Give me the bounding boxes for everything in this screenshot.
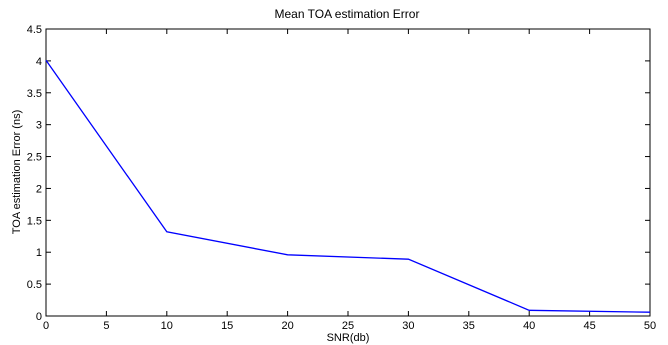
series-line <box>45 59 651 313</box>
y-axis-label: TOA estimation Error (ns) <box>11 110 23 235</box>
x-axis-label: SNR(db) <box>327 332 370 344</box>
y-tick-labels: 0 0.5 1 1.5 2 2.5 3 3.5 4 4.5 <box>27 24 42 323</box>
y-tick-label: 3 <box>36 120 42 132</box>
x-tick-label: 50 <box>644 320 656 332</box>
y-tick-label: 4 <box>36 56 42 68</box>
x-tick-label: 20 <box>281 320 293 332</box>
y-tick-label: 0.5 <box>27 279 42 291</box>
y-tick-label: 1.5 <box>27 215 42 227</box>
x-tick-label: 5 <box>103 320 109 332</box>
x-tick-labels: 0 5 10 15 20 25 30 35 40 45 50 <box>43 320 656 332</box>
x-tick-label: 30 <box>402 320 414 332</box>
y-tick-label: 2 <box>36 183 42 195</box>
axis-ticks <box>45 28 651 317</box>
x-tick-label: 40 <box>523 320 535 332</box>
chart-title: Mean TOA estimation Error <box>275 7 420 21</box>
y-tick-label: 0 <box>36 311 42 323</box>
x-tick-label: 15 <box>221 320 233 332</box>
y-tick-label: 4.5 <box>27 24 42 36</box>
x-tick-label: 10 <box>161 320 173 332</box>
y-tick-label: 3.5 <box>27 88 42 100</box>
plot-area-frame <box>45 28 651 317</box>
series-group <box>45 59 651 313</box>
x-tick-label: 35 <box>463 320 475 332</box>
y-tick-label: 1 <box>36 247 42 259</box>
x-tick-label: 25 <box>342 320 354 332</box>
x-tick-label: 0 <box>43 320 49 332</box>
y-tick-label: 2.5 <box>27 152 42 164</box>
x-tick-label: 45 <box>583 320 595 332</box>
